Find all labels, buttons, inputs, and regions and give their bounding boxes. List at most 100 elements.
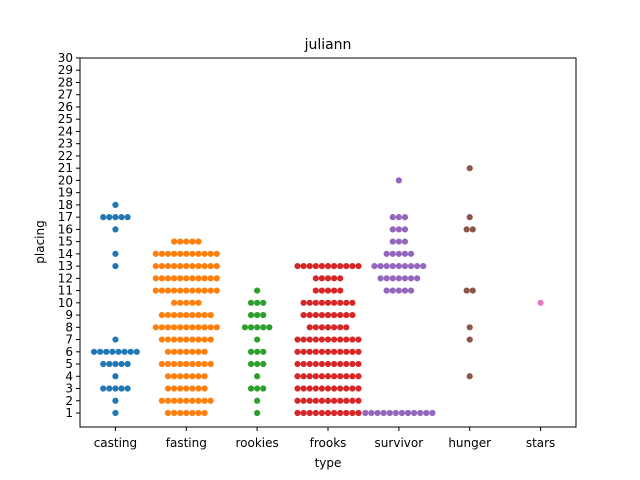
x-tick-label-casting: casting [94,436,137,450]
data-point-fasting [170,250,178,257]
data-point-fasting [158,275,165,282]
data-point-fasting [195,275,202,282]
data-point-casting [112,214,119,221]
data-point-frooks [331,409,338,417]
data-point-survivor [389,214,396,221]
data-point-frooks [324,336,332,343]
data-point-frooks [349,263,356,270]
data-point-rookies [266,324,273,331]
data-point-fasting [189,385,196,392]
data-point-fasting [183,299,190,306]
data-point-casting [109,348,116,355]
data-point-frooks [324,409,332,417]
data-point-frooks [300,409,307,417]
data-point-frooks [331,360,338,368]
data-point-frooks [355,397,362,404]
data-point-survivor [395,263,402,270]
data-point-fasting [201,336,208,343]
data-point-fasting [177,360,184,368]
data-point-fasting [164,397,172,404]
data-point-frooks [324,263,332,270]
data-point-fasting [189,299,196,306]
data-point-casting [100,214,107,221]
y-tick-label: 6 [65,345,73,359]
data-point-stars [537,299,544,306]
data-point-survivor [411,409,418,417]
data-point-frooks [331,324,338,331]
y-tick-label: 3 [65,382,73,396]
data-point-frooks [331,287,338,294]
data-point-frooks [318,348,325,355]
data-point-frooks [312,360,319,368]
data-point-casting [127,348,134,355]
data-point-frooks [318,409,325,417]
data-point-frooks [300,311,307,319]
data-point-frooks [300,385,307,392]
data-point-fasting [158,250,165,257]
x-tick-label-stars: stars [526,436,556,450]
data-point-survivor [377,263,384,270]
data-point-frooks [312,324,319,331]
data-point-casting [112,409,119,417]
data-point-survivor [401,263,409,270]
data-point-casting [100,360,107,368]
data-point-casting [112,397,119,404]
data-point-fasting [164,348,172,355]
data-point-frooks [306,360,313,368]
data-point-fasting [195,287,202,294]
data-point-frooks [324,299,332,306]
data-point-frooks [349,360,356,368]
y-tick-label: 30 [58,51,73,65]
data-point-fasting [213,250,220,257]
data-point-fasting [183,348,190,355]
data-point-frooks [312,263,319,270]
data-point-fasting [152,263,159,270]
data-point-fasting [189,373,196,380]
data-point-rookies [254,324,261,331]
data-point-survivor [407,275,415,282]
data-point-fasting [170,238,178,245]
data-point-fasting [164,263,172,270]
data-point-frooks [349,311,356,319]
data-point-frooks [318,287,325,294]
data-point-fasting [201,311,208,319]
chart-title: juliann [304,37,352,53]
data-point-frooks [294,348,301,355]
data-point-fasting [207,324,214,331]
data-point-fasting [183,275,190,282]
data-point-fasting [213,287,220,294]
data-point-hunger [463,226,470,233]
data-point-fasting [195,409,202,417]
data-point-casting [103,348,110,355]
y-tick-label: 2 [65,394,73,408]
data-point-survivor [401,226,409,233]
y-tick-label: 18 [58,198,73,212]
data-point-frooks [318,385,325,392]
data-point-fasting [177,275,184,282]
data-point-frooks [312,409,319,417]
data-point-survivor [383,250,390,257]
data-point-survivor [395,177,402,184]
data-point-frooks [306,324,313,331]
data-point-frooks [294,397,301,404]
data-point-fasting [177,397,184,404]
data-point-frooks [324,287,332,294]
data-point-frooks [337,263,344,270]
data-point-fasting [164,250,172,257]
data-point-frooks [337,275,344,282]
data-point-frooks [337,311,344,319]
data-point-fasting [207,336,214,343]
data-point-fasting [201,287,208,294]
data-point-survivor [395,250,402,257]
y-tick-label: 15 [58,235,73,249]
y-tick-label: 11 [58,284,73,298]
data-point-fasting [207,311,214,319]
data-point-fasting [183,397,190,404]
data-point-fasting [177,324,184,331]
data-point-fasting [158,397,165,404]
data-point-fasting [201,409,208,417]
data-point-frooks [294,360,301,368]
y-tick-label: 16 [58,222,73,236]
data-point-frooks [312,397,319,404]
